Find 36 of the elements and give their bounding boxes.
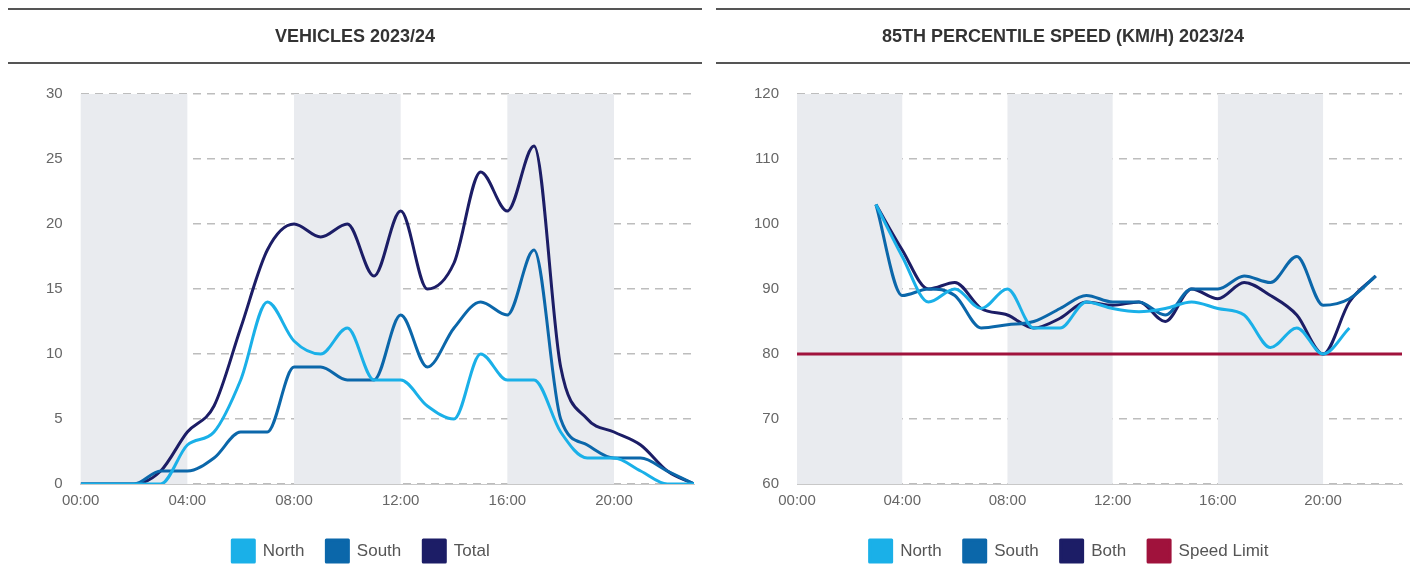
- chart-title: VEHICLES 2023/24: [8, 8, 702, 64]
- y-tick-label: 30: [46, 84, 63, 102]
- y-tick-label: 15: [46, 279, 63, 297]
- y-tick-label: 0: [54, 474, 63, 492]
- legend-label: Both: [1091, 540, 1127, 560]
- x-tick-label: 12:00: [1093, 491, 1132, 509]
- legend-label: North: [262, 540, 305, 560]
- legend-label: Speed Limit: [1178, 540, 1269, 560]
- x-tick-label: 20:00: [1304, 491, 1342, 509]
- y-tick-label: 90: [762, 279, 780, 297]
- line-series: [80, 300, 694, 484]
- y-tick-label: 70: [762, 409, 780, 427]
- x-tick-label: 00:00: [778, 491, 816, 509]
- y-tick-label: 100: [754, 214, 780, 232]
- x-tick-label: 00:00: [61, 491, 100, 509]
- y-tick-label: 110: [755, 149, 780, 167]
- x-tick-label: 16:00: [1199, 491, 1237, 509]
- legend-label: South: [994, 540, 1039, 560]
- y-tick-label: 60: [762, 474, 780, 492]
- y-tick-label: 80: [762, 344, 780, 362]
- x-tick-label: 20:00: [595, 491, 633, 509]
- legend-label: Total: [453, 540, 490, 560]
- x-tick-label: 12:00: [381, 491, 420, 509]
- chart-title: 85TH PERCENTILE SPEED (KM/H) 2023/24: [716, 8, 1410, 64]
- x-tick-label: 04:00: [883, 491, 922, 509]
- x-tick-label: 08:00: [275, 491, 313, 509]
- legend-label: North: [900, 540, 942, 560]
- x-tick-label: 16:00: [488, 491, 527, 509]
- y-tick-label: 10: [46, 344, 63, 362]
- y-tick-label: 5: [54, 409, 63, 427]
- x-tick-label: 08:00: [988, 491, 1027, 509]
- y-tick-label: 120: [754, 84, 780, 102]
- y-tick-label: 20: [46, 214, 63, 232]
- legend-label: South: [356, 540, 402, 560]
- y-tick-label: 25: [46, 149, 63, 167]
- x-tick-label: 04:00: [168, 491, 207, 509]
